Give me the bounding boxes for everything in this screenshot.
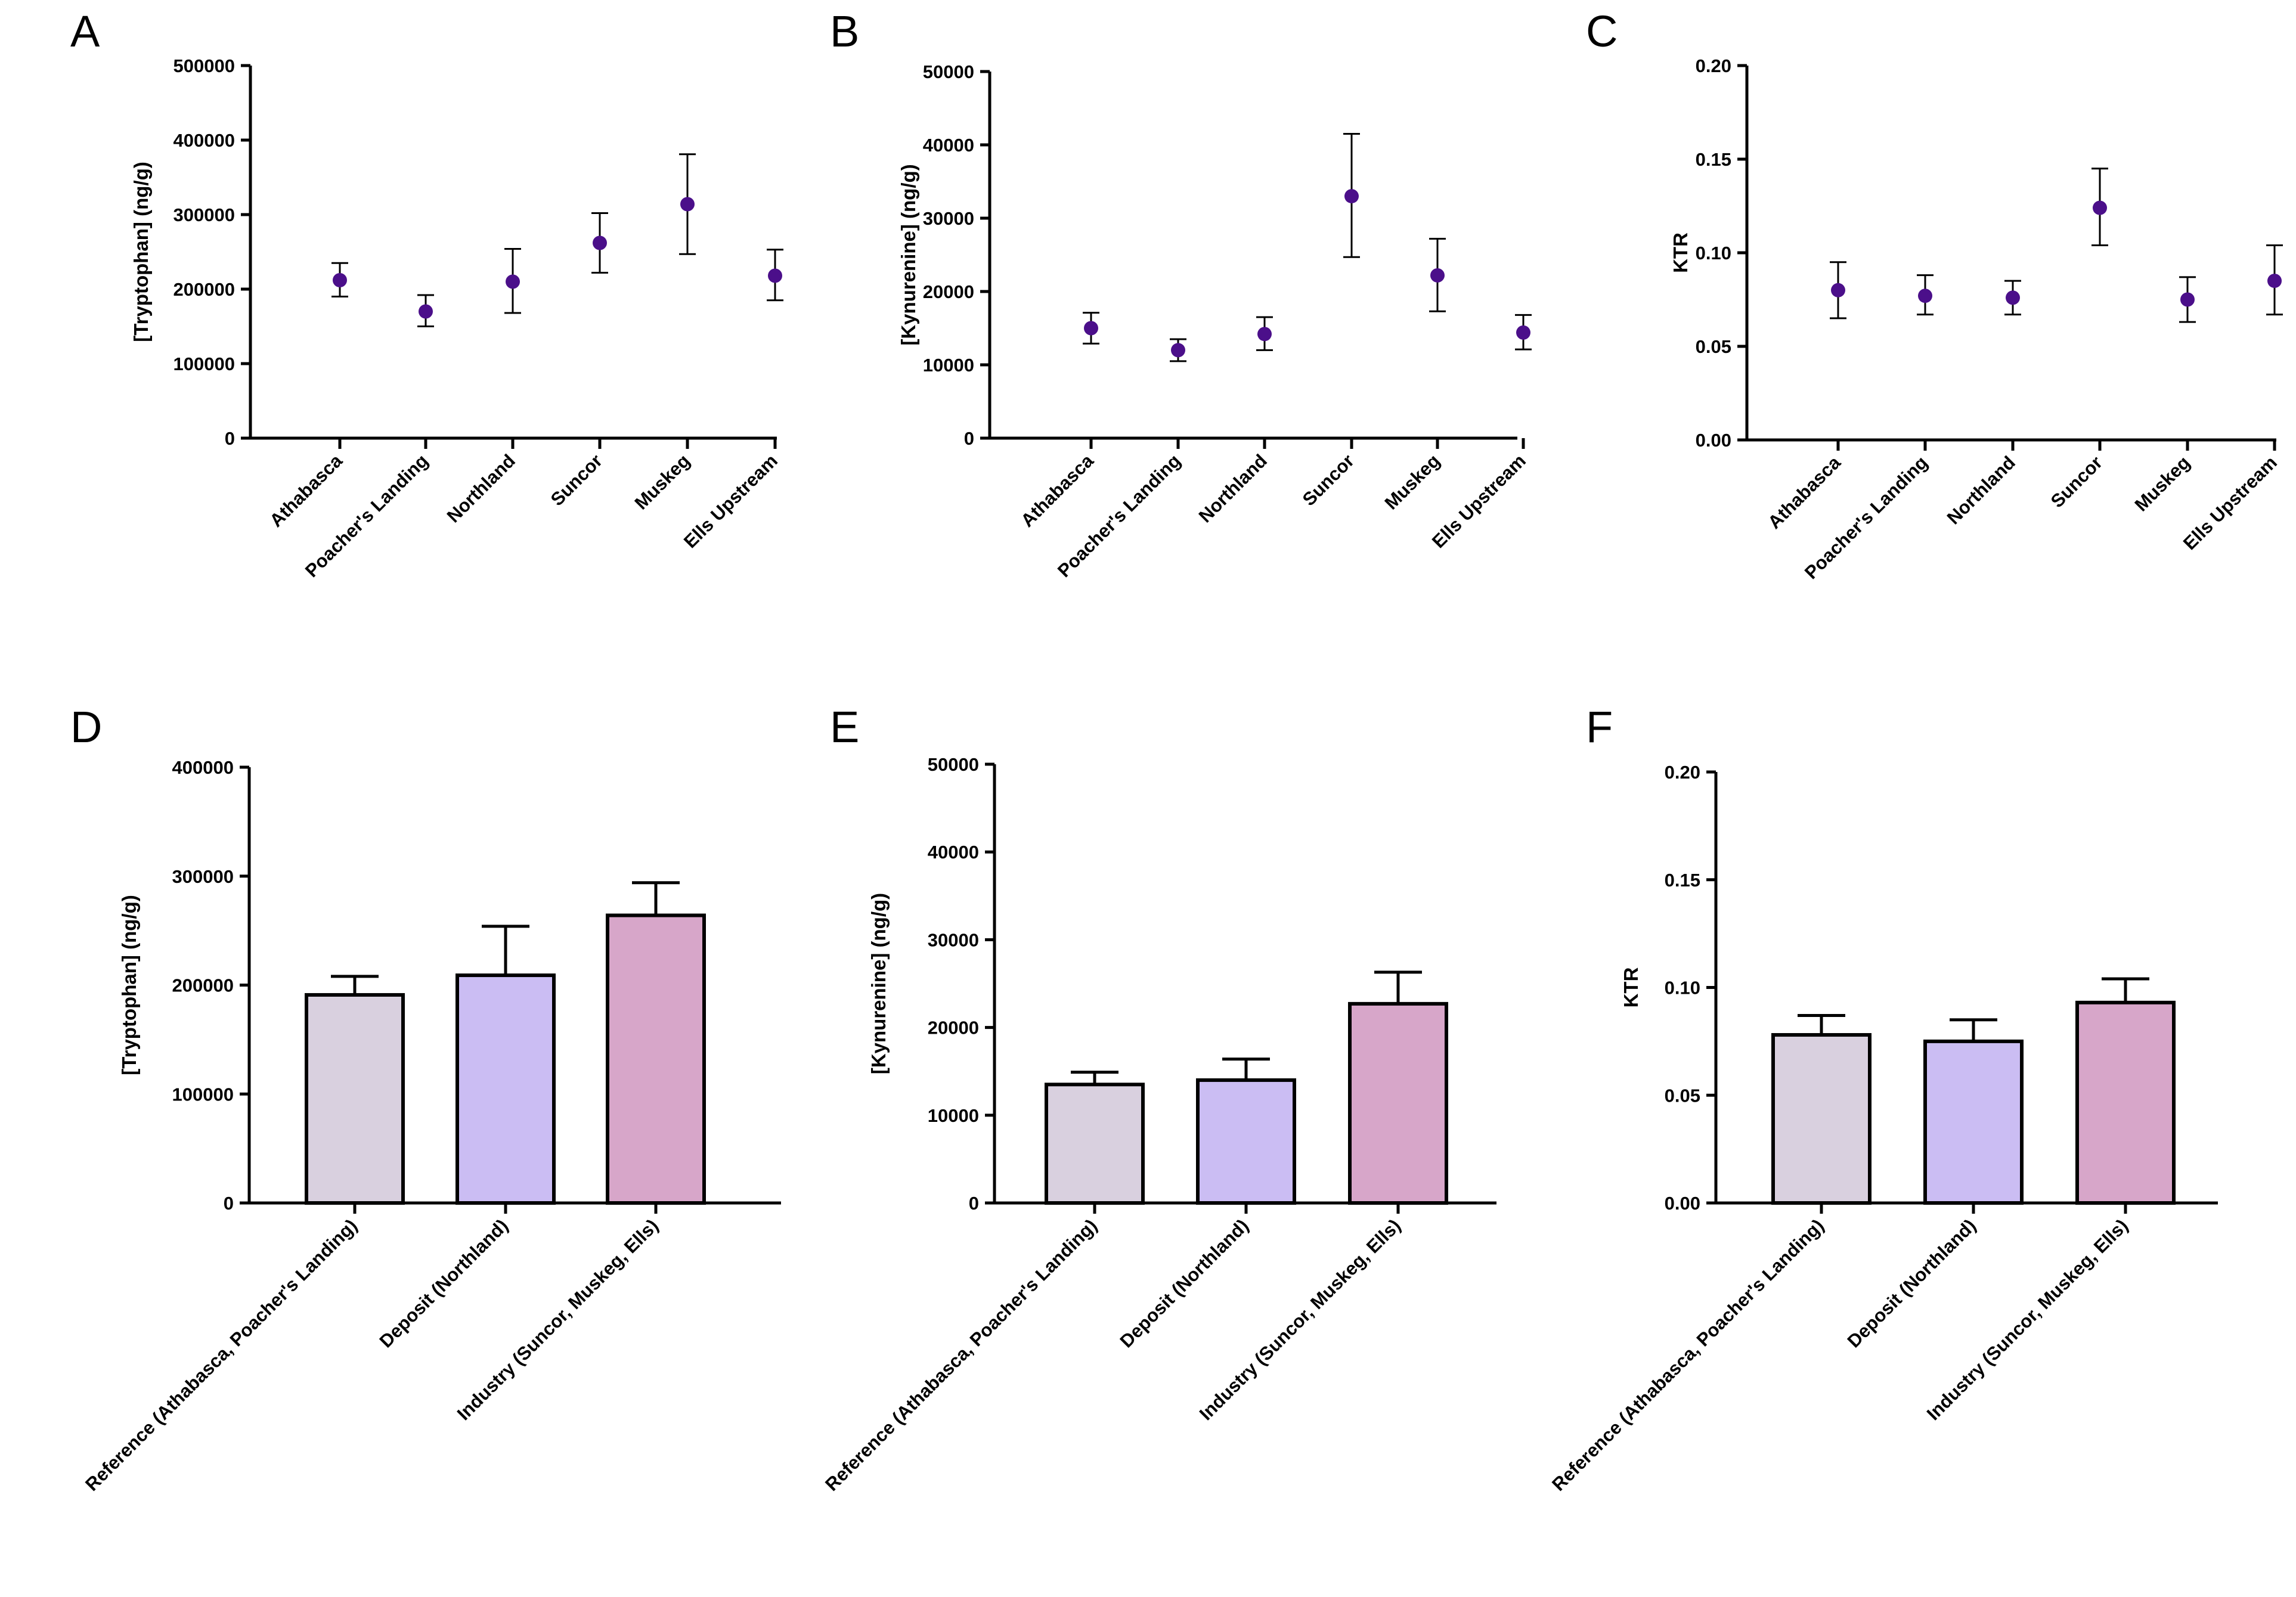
y-tick-label: 100000 bbox=[172, 1084, 234, 1105]
data-point bbox=[1430, 268, 1445, 283]
y-tick-label: 0 bbox=[225, 428, 235, 449]
y-tick-label: 400000 bbox=[172, 757, 234, 778]
y-tick-label: 20000 bbox=[923, 281, 974, 302]
bar bbox=[305, 993, 405, 1205]
y-tick-label: 50000 bbox=[928, 754, 979, 775]
x-tick-label: Reference (Athabasca, Poacher's Landing) bbox=[81, 1215, 361, 1495]
y-tick-label: 300000 bbox=[172, 866, 234, 887]
x-tick-label: Northland bbox=[1195, 450, 1271, 526]
bar bbox=[2075, 1000, 2176, 1205]
x-tick-label: Deposit (Northland) bbox=[1116, 1215, 1253, 1351]
data-point bbox=[1516, 325, 1530, 340]
y-axis-title: [Tryptophan] (ng/g) bbox=[130, 162, 152, 342]
bar bbox=[1196, 1078, 1296, 1205]
y-tick-label: 0.05 bbox=[1696, 336, 1731, 357]
y-tick-label: 30000 bbox=[928, 929, 979, 950]
x-tick-label: Ells Upstream bbox=[680, 450, 782, 552]
data-point bbox=[768, 268, 782, 283]
y-tick-label: 20000 bbox=[928, 1018, 979, 1038]
y-tick-label: 40000 bbox=[923, 135, 974, 156]
y-tick-label: 0.20 bbox=[1665, 762, 1700, 783]
y-axis-title: KTR bbox=[1669, 232, 1691, 273]
data-point bbox=[680, 197, 695, 212]
data-point bbox=[419, 304, 433, 319]
x-tick-label: Suncor bbox=[2047, 452, 2106, 511]
bar bbox=[1923, 1039, 2024, 1205]
y-tick-label: 0.15 bbox=[1665, 870, 1700, 891]
x-tick-label: Muskeg bbox=[1381, 450, 1444, 513]
y-tick-label: 0.15 bbox=[1696, 149, 1731, 170]
data-point bbox=[1257, 327, 1272, 342]
y-tick-label: 400000 bbox=[173, 130, 235, 151]
panel-letter: A bbox=[70, 7, 100, 56]
x-tick-label: Muskeg bbox=[631, 450, 694, 513]
bar bbox=[1348, 1001, 1448, 1205]
y-tick-label: 0 bbox=[964, 428, 974, 449]
data-point bbox=[333, 273, 347, 287]
chart-panel-f: F 0.00 0.05 0.10 0.15 0.20 KTR Reference (Athab… bbox=[1548, 702, 2218, 1495]
x-tick-label: Reference (Athabasca, Poacher's Landing) bbox=[1548, 1215, 1828, 1495]
data-point bbox=[2006, 290, 2020, 305]
x-tick-label: Reference (Athabasca, Poacher's Landing) bbox=[821, 1215, 1101, 1495]
y-axis-title: KTR bbox=[1620, 967, 1642, 1007]
x-tick-label: Northland bbox=[1943, 452, 2019, 528]
y-tick-label: 500000 bbox=[173, 55, 235, 76]
x-tick-label: Athabasca bbox=[1764, 452, 1845, 533]
bar bbox=[1045, 1083, 1145, 1205]
data-point bbox=[1084, 321, 1098, 336]
y-tick-label: 200000 bbox=[173, 279, 235, 300]
x-tick-label: Northland bbox=[443, 450, 519, 526]
data-point bbox=[1344, 189, 1359, 204]
x-tick-label: Athabasca bbox=[1017, 450, 1098, 531]
chart-panel-c: C0.000.050.100.150.20KTRAthabascaPoacher… bbox=[1586, 7, 2283, 583]
panel-letter: E bbox=[830, 702, 859, 752]
y-tick-label: 40000 bbox=[928, 842, 979, 863]
y-tick-label: 300000 bbox=[173, 204, 235, 225]
chart-panel-e: E 0 10000 20000 30000 40000 50000 [Kynurenine] … bbox=[821, 702, 1496, 1495]
data-point bbox=[1171, 343, 1185, 358]
x-tick-label: Athabasca bbox=[265, 450, 346, 531]
y-tick-label: 50000 bbox=[923, 61, 974, 82]
y-axis-title: [Kynurenine] (ng/g) bbox=[867, 893, 890, 1074]
y-axis-title: [Tryptophan] (ng/g) bbox=[118, 895, 140, 1075]
data-point bbox=[1918, 289, 1932, 303]
y-tick-label: 30000 bbox=[923, 208, 974, 229]
y-tick-label: 0.05 bbox=[1665, 1085, 1700, 1106]
panel-letter: B bbox=[830, 7, 859, 56]
y-tick-label: 0.00 bbox=[1696, 430, 1731, 451]
bar bbox=[1771, 1033, 1871, 1205]
chart-panel-d: D 0 100000 200000 300000 400000 [Tryptophan] (… bbox=[70, 702, 781, 1495]
y-tick-label: 0.10 bbox=[1696, 243, 1731, 263]
data-point bbox=[593, 235, 607, 250]
y-tick-label: 200000 bbox=[172, 975, 234, 996]
bar bbox=[606, 913, 706, 1205]
y-tick-label: 0 bbox=[224, 1193, 234, 1214]
data-point bbox=[506, 274, 520, 289]
data-point bbox=[2267, 274, 2282, 289]
y-tick-label: 0.20 bbox=[1696, 55, 1731, 76]
y-tick-label: 0.00 bbox=[1665, 1193, 1700, 1214]
x-tick-label: Suncor bbox=[547, 450, 606, 510]
y-tick-label: 0 bbox=[969, 1193, 979, 1214]
data-point bbox=[2093, 200, 2107, 215]
x-tick-label: Muskeg bbox=[2131, 452, 2194, 515]
panel-letter: F bbox=[1586, 702, 1613, 752]
data-point bbox=[2180, 292, 2195, 307]
x-tick-label: Deposit (Northland) bbox=[1843, 1215, 1980, 1351]
y-tick-label: 10000 bbox=[928, 1105, 979, 1126]
chart-panel-a: A 0 100000 200000 300000 400000 500000 [Tryptop… bbox=[70, 7, 783, 581]
x-tick-label: Suncor bbox=[1299, 450, 1358, 510]
x-tick-label: Ells Upstream bbox=[2179, 452, 2281, 554]
y-tick-label: 100000 bbox=[173, 353, 235, 374]
y-tick-label: 10000 bbox=[923, 355, 974, 376]
chart-panel-b: B 0 10000 20000 30000 40000 50000 [Kynurenine] … bbox=[830, 7, 1532, 581]
y-axis-title: [Kynurenine] (ng/g) bbox=[897, 164, 919, 345]
x-tick-label: Deposit (Northland) bbox=[376, 1215, 512, 1351]
panel-letter: D bbox=[70, 702, 102, 752]
data-point bbox=[1831, 283, 1845, 297]
y-tick-label: 0.10 bbox=[1665, 978, 1700, 998]
bar bbox=[456, 973, 556, 1205]
panel-letter: C bbox=[1586, 7, 1618, 56]
